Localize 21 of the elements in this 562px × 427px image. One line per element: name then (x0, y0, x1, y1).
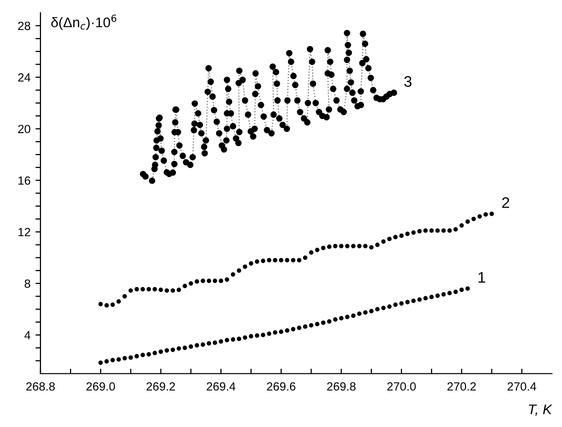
series-label: 2 (502, 197, 510, 208)
x-axis-title: T, K (528, 404, 552, 416)
y-tick-label: 24 (18, 73, 30, 82)
y-tick-label: 20 (18, 124, 30, 134)
x-tick-label: 269.4 (206, 382, 236, 391)
y-tick-label: 28 (18, 22, 30, 30)
x-tick-label: 269.0 (86, 382, 115, 391)
y-tick-label: 12 (18, 228, 30, 236)
y-tick-label: 8 (24, 279, 30, 288)
x-tick-label: 268.8 (26, 382, 55, 391)
x-tick-label: 270.2 (447, 382, 476, 391)
series-label: 1 (478, 272, 486, 283)
x-tick-label: 270.0 (387, 382, 416, 391)
y-tick-label: 4 (24, 331, 30, 340)
x-tick-label: 269.8 (327, 382, 356, 391)
y-tick-label: 16 (18, 176, 30, 185)
series-label: 3 (404, 76, 412, 87)
x-tick-label: 269.6 (266, 382, 296, 391)
x-tick-label: 270.4 (508, 382, 536, 391)
x-tick-label: 269.2 (146, 382, 175, 391)
y-axis-title: δ(Δn$_{c}$)·10$^{6}$ (51, 14, 116, 30)
